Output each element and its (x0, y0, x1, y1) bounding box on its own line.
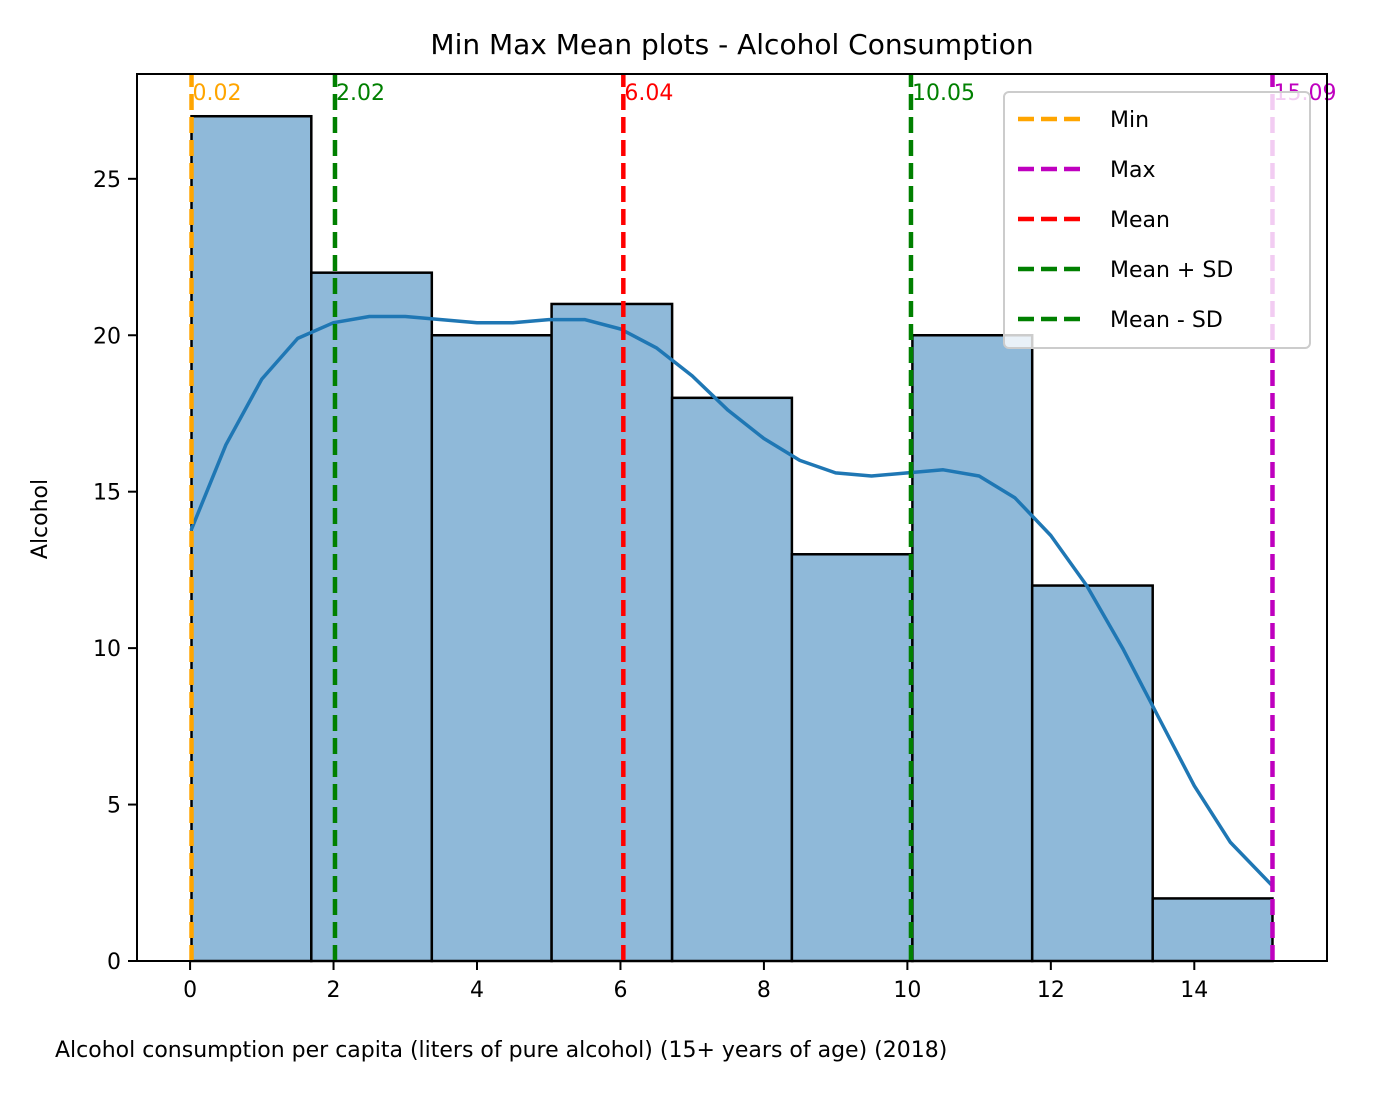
legend-label: Mean (1110, 208, 1170, 233)
marker-value-label: 0.02 (193, 81, 242, 106)
histogram-bar (790, 553, 914, 963)
y-tick-label: 20 (93, 324, 121, 349)
x-axis-label: Alcohol consumption per capita (liters o… (55, 1038, 947, 1063)
plot-area: 0.0215.096.0410.052.02024681012140510152… (93, 73, 1336, 1003)
x-tick-label: 8 (757, 978, 771, 1003)
x-tick-label: 14 (1180, 978, 1208, 1003)
marker-value-label: 6.04 (624, 81, 673, 106)
marker-value-label: 2.02 (336, 81, 385, 106)
histogram-bar (190, 114, 313, 963)
histogram-bar (310, 271, 434, 963)
histogram-bar (430, 334, 553, 963)
x-tick-label: 2 (327, 978, 341, 1003)
histogram-bar (670, 396, 794, 963)
histogram-bar (550, 302, 674, 963)
legend-label: Mean - SD (1110, 308, 1223, 333)
y-tick-label: 15 (93, 481, 121, 506)
kde-line (189, 314, 1275, 888)
x-tick-label: 10 (893, 978, 921, 1003)
x-tick-label: 12 (1037, 978, 1065, 1003)
x-tick-label: 6 (613, 978, 627, 1003)
histogram-bar (1030, 584, 1154, 963)
legend-label: Max (1110, 158, 1155, 183)
y-tick-label: 5 (107, 794, 121, 819)
y-tick-label: 10 (93, 637, 121, 662)
x-tick-label: 4 (470, 978, 484, 1003)
histogram-bar (1151, 897, 1274, 963)
y-tick-label: 0 (107, 950, 121, 975)
legend-label: Min (1110, 108, 1149, 133)
legend-box (1003, 91, 1311, 349)
y-axis-label: Alcohol (28, 479, 53, 559)
legend-label: Mean + SD (1110, 258, 1233, 283)
histogram-bar (911, 334, 1034, 963)
y-tick-label: 25 (93, 168, 121, 193)
chart-title: Min Max Mean plots - Alcohol Consumption (430, 28, 1033, 61)
x-tick-label: 0 (183, 978, 197, 1003)
marker-value-label: 10.05 (912, 81, 975, 106)
axes-frame (136, 73, 1328, 962)
